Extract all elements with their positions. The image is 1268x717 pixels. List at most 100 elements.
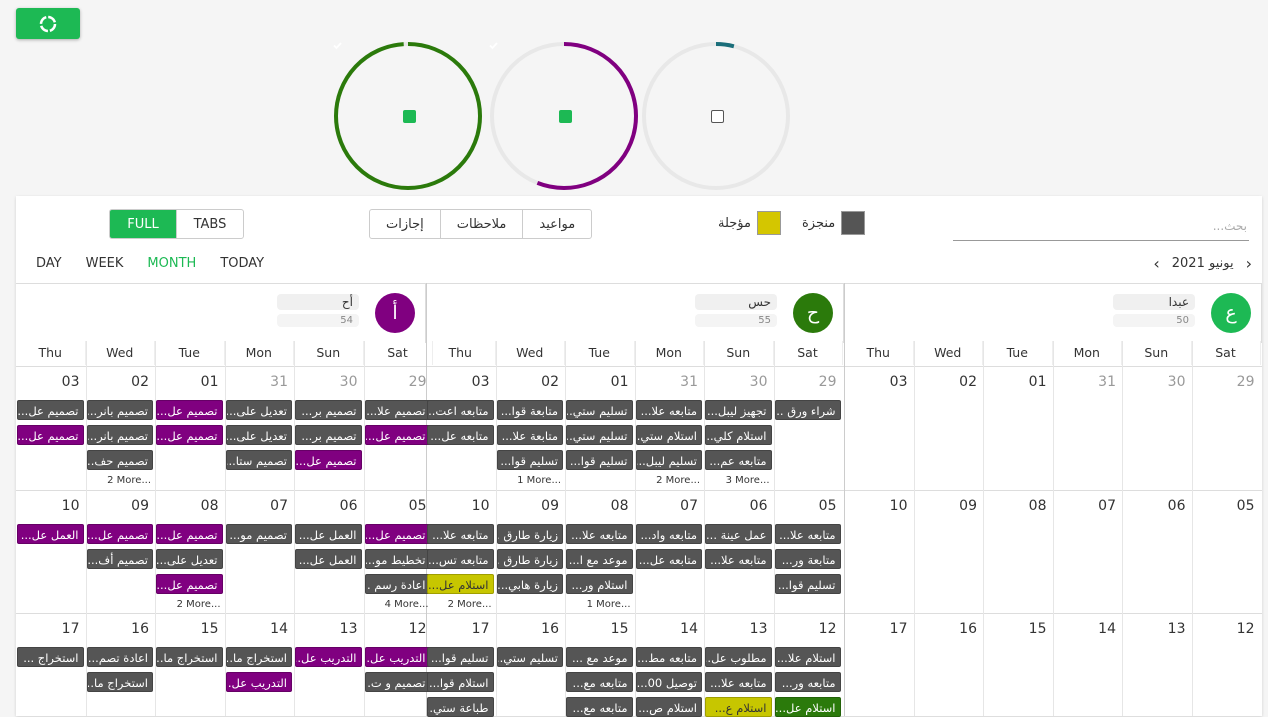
calendar-event[interactable]: تصميم عل... (86, 524, 153, 544)
more-link[interactable]: 1 More... (586, 599, 631, 610)
calendar-event[interactable]: تسليم قوا... (496, 450, 563, 470)
calendar-event[interactable]: متابعه علا... (635, 400, 702, 420)
calendar-event[interactable]: تصميم بر... (295, 400, 362, 420)
calendar-event[interactable]: تصميم عل... (364, 425, 431, 445)
more-link[interactable]: 3 More... (725, 475, 770, 486)
calendar-event[interactable]: تسليم قوا... (774, 574, 841, 594)
view-day[interactable]: DAY (36, 256, 62, 271)
calendar-event[interactable]: متابعه علا... (774, 524, 841, 544)
calendar-event[interactable]: شراء ورق ... (774, 400, 841, 420)
leaves-button[interactable]: إجازات (386, 216, 424, 232)
calendar-event[interactable]: استخراج ... (17, 647, 84, 667)
calendar-event[interactable]: متابعة علا... (496, 425, 563, 445)
calendar-event[interactable]: متابعه عل... (427, 425, 494, 445)
calendar-event[interactable]: طباعة ستي... (427, 697, 494, 717)
calendar-event[interactable]: تصميم و ت... (364, 672, 431, 692)
chevron-right-icon[interactable]: › (1245, 254, 1252, 273)
calendar-event[interactable]: التدريب عل... (295, 647, 362, 667)
calendar-event[interactable]: استلام ستي... (635, 425, 702, 445)
calendar-event[interactable]: العمل عل... (17, 524, 84, 544)
calendar-event[interactable]: اعادة رسم ... (364, 574, 431, 594)
calendar-event[interactable]: تصميم علا... (364, 400, 431, 420)
calendar-event[interactable]: متابعه واد... (635, 524, 702, 544)
calendar-event[interactable]: تخطيط مو... (364, 549, 431, 569)
calendar-event[interactable]: تسليم ليبل... (635, 450, 702, 470)
calendar-event[interactable]: العمل عل... (295, 524, 362, 544)
calendar-event[interactable]: متابعه عم... (705, 450, 772, 470)
calendar-event[interactable]: استلام ور... (566, 574, 633, 594)
calendar-event[interactable]: متابعه علا... (566, 524, 633, 544)
calendar-event[interactable]: استلام ع... (705, 697, 772, 717)
calendar-event[interactable]: متابعه علا... (427, 524, 494, 544)
calendar-event[interactable]: تصميم عل... (156, 574, 223, 594)
view-week[interactable]: WEEK (85, 256, 124, 271)
calendar-event[interactable]: تسليم قوا... (427, 647, 494, 667)
calendar-event[interactable]: تصميم عل... (17, 400, 84, 420)
calendar-event[interactable]: تسليم ستي... (566, 425, 633, 445)
calendar-event[interactable]: متابعه مع... (566, 672, 633, 692)
checkbox-checked-icon[interactable] (333, 42, 416, 123)
notes-button[interactable]: ملاحظات (439, 210, 523, 238)
calendar-event[interactable]: تصميم عل... (156, 524, 223, 544)
calendar-event[interactable]: تصميم عل... (364, 524, 431, 544)
calendar-event[interactable]: العمل عل... (295, 549, 362, 569)
view-month[interactable]: MONTH (147, 256, 197, 271)
calendar-event[interactable]: استخراج ما... (225, 647, 292, 667)
calendar-event[interactable]: متابعه تس... (427, 549, 494, 569)
tabs-button[interactable]: TABS (176, 210, 243, 238)
calendar-event[interactable]: عمل عينة ... (705, 524, 772, 544)
calendar-event[interactable]: متابعه علا... (705, 549, 772, 569)
calendar-event[interactable]: متابعة قوا... (496, 400, 563, 420)
calendar-event[interactable]: استخراج ما... (86, 672, 153, 692)
more-link[interactable]: 4 More... (384, 599, 429, 610)
calendar-event[interactable]: تسليم ستي... (566, 400, 633, 420)
calendar-event[interactable]: متابعه اعت... (427, 400, 494, 420)
calendar-event[interactable]: استلام عل... (774, 697, 841, 717)
calendar-event[interactable]: زيارة طارق ... (496, 549, 563, 569)
calendar-event[interactable]: تسليم ستي... (496, 647, 563, 667)
calendar-event[interactable]: تصميم بانر... (86, 400, 153, 420)
calendar-event[interactable]: استلام قوا... (427, 672, 494, 692)
calendar-event[interactable]: زيارة طارق ... (496, 524, 563, 544)
calendar-event[interactable]: استخراج ما... (156, 647, 223, 667)
calendar-event[interactable]: تصميم أف... (86, 549, 153, 569)
calendar-event[interactable]: تصميم عل... (156, 425, 223, 445)
calendar-event[interactable]: موعد مع ... (566, 647, 633, 667)
more-link[interactable]: 2 More... (447, 599, 492, 610)
calendar-event[interactable]: متابعه علا... (705, 672, 772, 692)
calendar-event[interactable]: تصميم عل... (295, 450, 362, 470)
calendar-event[interactable]: متابعه عل... (635, 549, 702, 569)
calendar-event[interactable]: تصميم مو... (225, 524, 292, 544)
calendar-event[interactable]: تصميم عل... (156, 400, 223, 420)
full-button[interactable]: FULL (110, 210, 176, 238)
calendar-event[interactable]: تصميم بر... (295, 425, 362, 445)
appointments-button[interactable]: مواعيد (522, 210, 591, 238)
calendar-event[interactable]: تصميم بانر... (86, 425, 153, 445)
more-link[interactable]: 1 More... (517, 475, 561, 486)
more-link[interactable]: 2 More... (176, 599, 221, 610)
checkbox-unchecked-icon[interactable] (711, 109, 724, 123)
calendar-event[interactable]: متابعه مع... (566, 697, 633, 717)
calendar-event[interactable]: التدريب عل... (364, 647, 431, 667)
calendar-event[interactable]: تصميم ستا... (225, 450, 292, 470)
calendar-event[interactable]: اعادة تصم... (86, 647, 153, 667)
calendar-event[interactable]: موعد مع ا... (566, 549, 633, 569)
calendar-event[interactable]: متابعة ور... (774, 549, 841, 569)
calendar-event[interactable]: تسليم قوا... (566, 450, 633, 470)
calendar-event[interactable]: تصميم عل... (17, 425, 84, 445)
checkbox-checked-icon[interactable] (489, 42, 572, 123)
calendar-event[interactable]: استلام علا... (774, 647, 841, 667)
more-link[interactable]: 2 More... (107, 475, 151, 486)
calendar-event[interactable]: مطلوب عل... (705, 647, 772, 667)
calendar-event[interactable]: تعديل على... (225, 425, 292, 445)
calendar-event[interactable]: تعديل على... (156, 549, 223, 569)
calendar-event[interactable]: متابعه ور... (774, 672, 841, 692)
chevron-left-icon[interactable]: ‹ (1153, 254, 1160, 273)
calendar-event[interactable]: تصميم حف... (86, 450, 153, 470)
calendar-event[interactable]: استلام عل... (427, 574, 494, 594)
calendar-event[interactable]: تعديل على... (225, 400, 292, 420)
calendar-event[interactable]: زيارة هابي... (496, 574, 563, 594)
calendar-event[interactable]: توصيل 00... (635, 672, 702, 692)
view-today[interactable]: TODAY (220, 256, 265, 271)
calendar-event[interactable]: استلام ص... (635, 697, 702, 717)
